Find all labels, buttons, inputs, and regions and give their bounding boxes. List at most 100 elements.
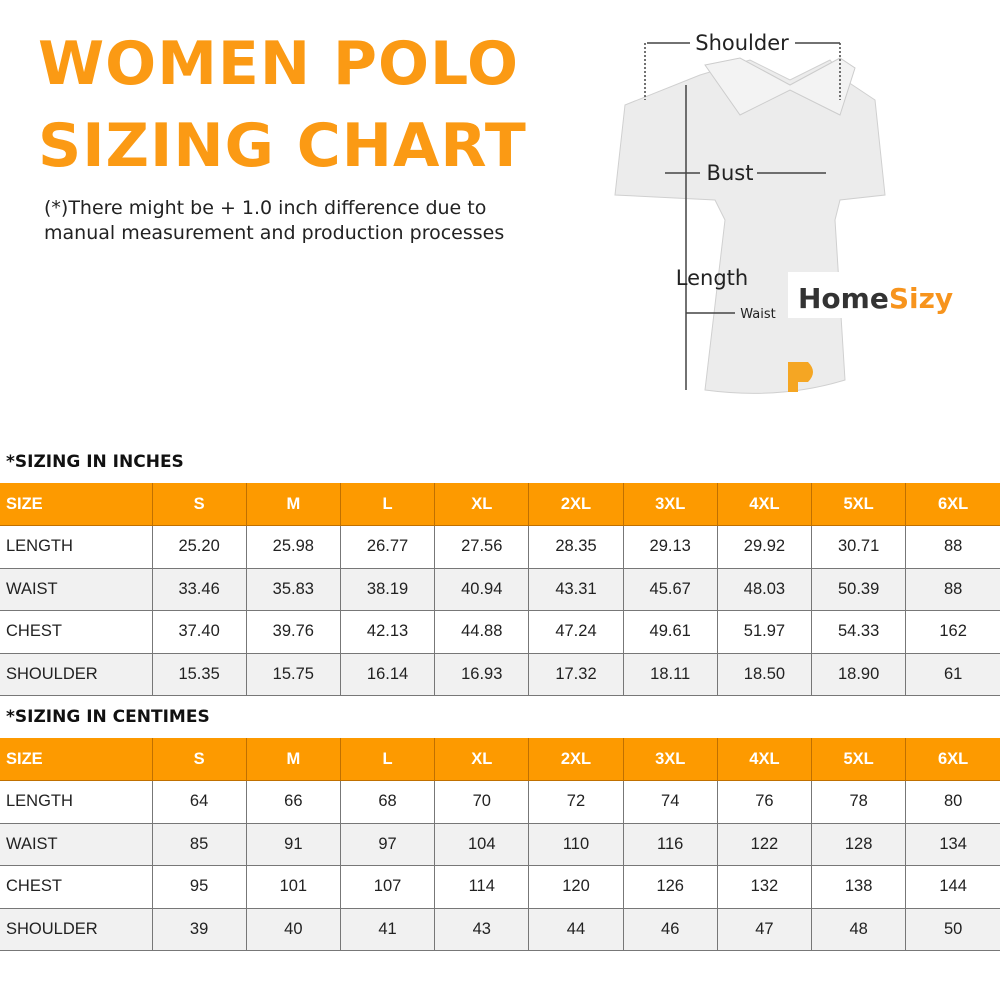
measure-label: SHOULDER xyxy=(0,652,153,696)
header-cell: 4XL xyxy=(716,483,813,526)
value-cell: 27.56 xyxy=(434,525,530,569)
value-cell: 91 xyxy=(245,822,341,866)
value-cell: 17.32 xyxy=(528,652,624,696)
value-cell: 15.75 xyxy=(245,652,341,696)
header-cell: 5XL xyxy=(811,738,907,781)
header-cell: L xyxy=(339,483,436,526)
table-row: WAIST 85 91 97 104 110 116 122 128 134 xyxy=(0,822,1000,866)
value-cell: 29.92 xyxy=(716,525,813,569)
value-cell: 44.88 xyxy=(434,610,530,654)
value-cell: 16.93 xyxy=(434,652,530,696)
measurement-note: (*)There might be + 1.0 inch difference … xyxy=(44,196,504,246)
value-cell: 44 xyxy=(528,907,624,951)
header-cell: 3XL xyxy=(622,738,718,781)
value-cell: 47 xyxy=(716,907,813,951)
value-cell: 30.71 xyxy=(811,525,907,569)
value-cell: 128 xyxy=(811,822,907,866)
value-cell: 33.46 xyxy=(151,567,247,611)
table-row: CHEST 95 101 107 114 120 126 132 138 144 xyxy=(0,865,1000,909)
polo-shirt-diagram: Shoulder Bust Length Waist HomeSizy xyxy=(614,31,958,394)
cm-table: SIZE S M L XL 2XL 3XL 4XL 5XL 6XL LENGTH 64 66 68 70 72… xyxy=(0,738,1000,951)
value-cell: 74 xyxy=(622,780,718,824)
value-cell: 120 xyxy=(528,865,624,909)
value-cell: 70 xyxy=(434,780,530,824)
value-cell: 29.13 xyxy=(622,525,718,569)
measure-label: CHEST xyxy=(0,610,153,654)
shirt-collar xyxy=(704,57,856,116)
header-cell: SIZE xyxy=(0,483,153,526)
value-cell: 18.90 xyxy=(811,652,907,696)
table-row: SHOULDER 15.35 15.75 16.14 16.93 17.32 18.11 18… xyxy=(0,652,1000,696)
value-cell: 28.35 xyxy=(528,525,624,569)
brand-logo: HomeSizy xyxy=(798,282,953,315)
value-cell: 134 xyxy=(905,822,1000,866)
value-cell: 50 xyxy=(905,907,1000,951)
value-cell: 107 xyxy=(339,865,436,909)
value-cell: 40.94 xyxy=(434,567,530,611)
value-cell: 114 xyxy=(434,865,530,909)
header-cell: S xyxy=(151,738,247,781)
header-cell: 2XL xyxy=(528,483,624,526)
value-cell: 66 xyxy=(245,780,341,824)
value-cell: 48.03 xyxy=(716,567,813,611)
value-cell: 72 xyxy=(528,780,624,824)
value-cell: 43 xyxy=(434,907,530,951)
header-cell: 6XL xyxy=(905,483,1000,526)
table-row: LENGTH 64 66 68 70 72 74 76 78 80 xyxy=(0,780,1000,824)
value-cell: 54.33 xyxy=(811,610,907,654)
value-cell: 25.20 xyxy=(151,525,247,569)
header-cell: SIZE xyxy=(0,738,153,781)
cm-heading: *SIZING IN CENTIMES xyxy=(6,707,210,727)
shirt-logo-icon xyxy=(788,362,813,392)
value-cell: 38.19 xyxy=(339,567,436,611)
value-cell: 104 xyxy=(434,822,530,866)
value-cell: 18.11 xyxy=(622,652,718,696)
value-cell: 144 xyxy=(905,865,1000,909)
value-cell: 88 xyxy=(905,567,1000,611)
header-cell: 2XL xyxy=(528,738,624,781)
label-waist: Waist xyxy=(740,307,775,322)
table-row: WAIST 33.46 35.83 38.19 40.94 43.31 45.67 48.03… xyxy=(0,567,1000,611)
value-cell: 51.97 xyxy=(716,610,813,654)
value-cell: 78 xyxy=(811,780,907,824)
header-cell: M xyxy=(245,738,341,781)
value-cell: 162 xyxy=(905,610,1000,654)
value-cell: 122 xyxy=(716,822,813,866)
header-row: SIZE S M L XL 2XL 3XL 4XL 5XL 6XL xyxy=(0,738,1000,781)
value-cell: 64 xyxy=(151,780,247,824)
header-row: SIZE S M L XL 2XL 3XL 4XL 5XL 6XL xyxy=(0,483,1000,526)
header-cell: 4XL xyxy=(716,738,813,781)
header-cell: L xyxy=(339,738,436,781)
value-cell: 80 xyxy=(905,780,1000,824)
value-cell: 68 xyxy=(339,780,436,824)
value-cell: 39.76 xyxy=(245,610,341,654)
value-cell: 25.98 xyxy=(245,525,341,569)
header-cell: 5XL xyxy=(811,483,907,526)
value-cell: 40 xyxy=(245,907,341,951)
header-cell: S xyxy=(151,483,247,526)
label-bust: Bust xyxy=(707,161,754,185)
value-cell: 26.77 xyxy=(339,525,436,569)
value-cell: 88 xyxy=(905,525,1000,569)
value-cell: 15.35 xyxy=(151,652,247,696)
label-length: Length xyxy=(676,266,748,290)
value-cell: 42.13 xyxy=(339,610,436,654)
value-cell: 95 xyxy=(151,865,247,909)
value-cell: 18.50 xyxy=(716,652,813,696)
value-cell: 61 xyxy=(905,652,1000,696)
measure-label: LENGTH xyxy=(0,525,153,569)
value-cell: 43.31 xyxy=(528,567,624,611)
value-cell: 46 xyxy=(622,907,718,951)
value-cell: 50.39 xyxy=(811,567,907,611)
value-cell: 101 xyxy=(245,865,341,909)
value-cell: 97 xyxy=(339,822,436,866)
header-cell: 6XL xyxy=(905,738,1000,781)
value-cell: 41 xyxy=(339,907,436,951)
note-line-2: manual measurement and production proces… xyxy=(44,222,505,244)
measure-label: LENGTH xyxy=(0,780,153,824)
value-cell: 110 xyxy=(528,822,624,866)
value-cell: 48 xyxy=(811,907,907,951)
table-row: SHOULDER 39 40 41 43 44 46 47 48 50 xyxy=(0,907,1000,951)
value-cell: 76 xyxy=(716,780,813,824)
inches-heading: *SIZING IN INCHES xyxy=(6,452,184,472)
